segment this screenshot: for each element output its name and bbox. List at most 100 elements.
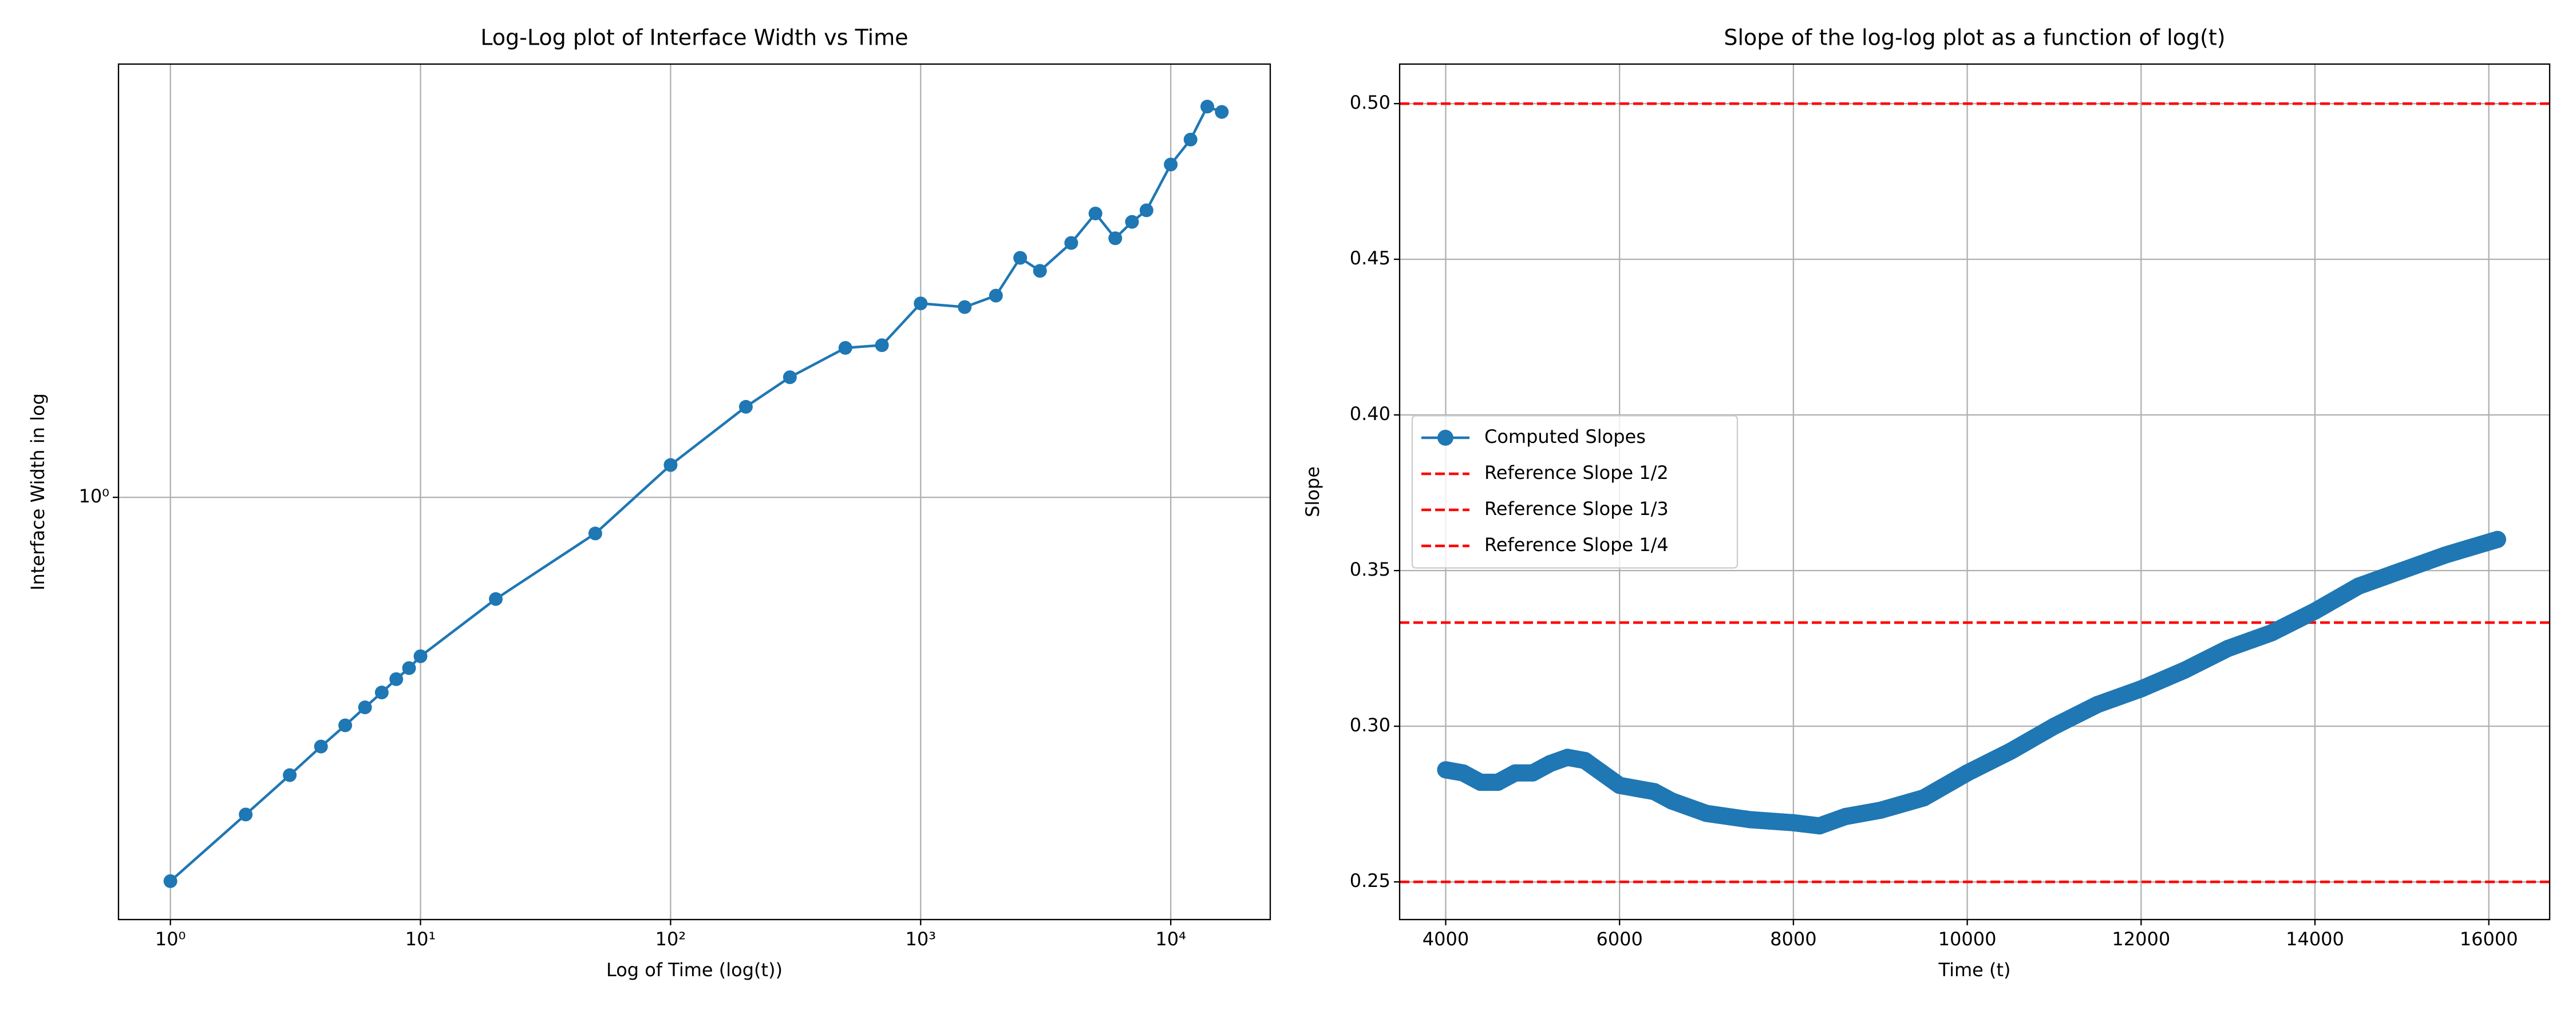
x-tick-label: 10⁰ — [155, 928, 186, 950]
data-point — [389, 672, 404, 686]
data-point — [663, 458, 678, 472]
data-point — [2488, 530, 2506, 548]
y-tick-label: 0.25 — [1350, 870, 1390, 892]
data-point — [2176, 661, 2194, 679]
data-point — [1139, 203, 1153, 217]
x-tick-label: 4000 — [1423, 928, 1469, 950]
legend: Computed Slopes Reference Slope 1/2 Refere… — [1411, 415, 1739, 569]
x-tick-label: 10³ — [906, 928, 937, 950]
data-point — [1164, 157, 1178, 172]
data-point — [958, 300, 972, 314]
data-point — [1958, 764, 1976, 782]
data-point — [413, 649, 428, 663]
legend-label: Computed Slopes — [1484, 426, 1646, 447]
data-point — [1437, 761, 1455, 779]
data-point — [1108, 231, 1123, 245]
data-point — [1741, 811, 1759, 829]
y-tick-label: 0.30 — [1350, 714, 1390, 736]
series-line — [1437, 530, 2506, 835]
y-tick-label: 10⁰ — [78, 485, 109, 507]
data-point — [1524, 764, 1542, 782]
data-point — [1489, 774, 1507, 791]
plot-frame — [117, 63, 1271, 921]
legend-marker — [1437, 430, 1453, 446]
data-point — [1663, 792, 1681, 810]
data-point — [338, 718, 353, 732]
y-tick-label: 0.35 — [1350, 558, 1390, 580]
data-point — [1472, 774, 1490, 791]
data-point — [1645, 783, 1663, 801]
data-point — [2349, 577, 2367, 595]
data-point — [588, 526, 602, 541]
data-point — [2132, 680, 2150, 698]
data-point — [914, 296, 928, 311]
data-point — [1576, 751, 1594, 769]
data-point — [1559, 748, 1577, 766]
data-point — [1088, 207, 1103, 221]
data-point — [2306, 602, 2324, 620]
legend-label: Reference Slope 1/3 — [1484, 498, 1669, 520]
plot-frame — [1398, 63, 2551, 921]
data-point — [989, 288, 1003, 303]
data-point — [1200, 100, 1214, 114]
x-tick-label: 10⁴ — [1155, 928, 1186, 950]
data-point — [2393, 562, 2411, 580]
data-point — [1033, 264, 1047, 278]
data-point — [2002, 742, 2020, 760]
data-point — [2219, 640, 2237, 657]
data-point — [402, 661, 416, 675]
data-point — [1125, 215, 1139, 229]
legend-box — [1411, 415, 1739, 569]
data-point — [2263, 624, 2281, 641]
data-point — [783, 370, 797, 385]
data-point — [1215, 105, 1229, 119]
data-point — [489, 592, 503, 606]
data-point — [1698, 805, 1716, 822]
data-point — [1593, 764, 1611, 782]
data-point — [1013, 251, 1028, 265]
data-point — [2089, 696, 2107, 714]
data-point — [283, 768, 297, 782]
x-tick-label: 10² — [655, 928, 686, 950]
x-axis-label: Time (t) — [1938, 959, 2011, 981]
data-point — [1871, 802, 1889, 819]
data-point — [738, 399, 753, 414]
x-tick-label: 6000 — [1596, 928, 1642, 950]
y-tick-label: 0.40 — [1350, 403, 1390, 425]
series-line — [169, 105, 1223, 883]
data-point — [1611, 777, 1629, 794]
x-tick-label: 8000 — [1770, 928, 1816, 950]
data-point — [1454, 764, 1472, 782]
data-point — [875, 338, 889, 352]
x-axis-label: Log of Time (log(t)) — [606, 959, 783, 981]
x-tick-label: 10¹ — [405, 928, 436, 950]
data-point — [1628, 779, 1646, 797]
y-axis-label: Interface Width in log — [27, 393, 49, 591]
y-tick-label: 0.45 — [1350, 247, 1390, 269]
data-point — [2045, 718, 2063, 735]
data-point — [374, 686, 389, 700]
data-point — [1915, 789, 1933, 807]
y-axis-label: Slope — [1302, 466, 1323, 517]
data-point — [2436, 546, 2454, 564]
data-point — [314, 739, 328, 754]
data-point — [1811, 817, 1828, 835]
legend-label: Reference Slope 1/4 — [1484, 534, 1669, 556]
data-point — [838, 340, 852, 355]
data-point — [358, 700, 372, 715]
x-tick-label: 12000 — [2112, 928, 2170, 950]
data-point — [239, 807, 253, 822]
y-tick-label: 0.50 — [1350, 92, 1390, 113]
chart-title: Log-Log plot of Interface Width vs Time — [480, 25, 908, 50]
chart-title: Slope of the log-log plot as a function … — [1724, 25, 2225, 50]
data-point — [1837, 807, 1854, 825]
data-point — [163, 874, 177, 888]
data-point — [1506, 764, 1524, 782]
data-point — [1064, 236, 1078, 250]
data-point — [1183, 132, 1198, 146]
legend-label: Reference Slope 1/2 — [1484, 462, 1669, 484]
data-point — [1784, 814, 1802, 831]
data-point — [1541, 755, 1559, 772]
